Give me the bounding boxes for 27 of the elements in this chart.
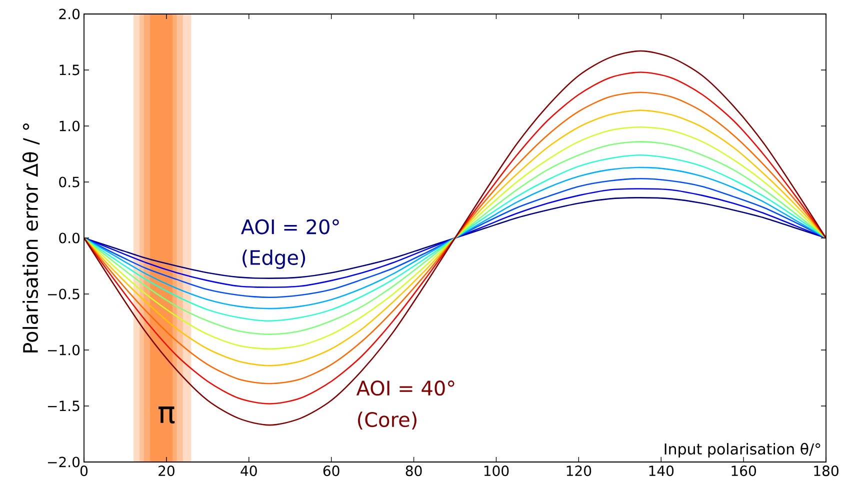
x-axis-title: Input polarisation θ/° [664, 442, 820, 458]
y-tick-label: −1.0 [48, 344, 80, 356]
y-tick-label: −2.0 [48, 456, 80, 468]
annotation: AOI = 40° [356, 380, 454, 396]
y-axis-title: Polarisation error Δθ / ° [22, 124, 40, 352]
line-series [84, 178, 826, 298]
y-tick-label: −1.5 [48, 400, 80, 412]
y-tick-label: 0.0 [59, 232, 80, 244]
x-tick-label: 80 [406, 466, 422, 476]
x-tick-label: 20 [158, 466, 174, 476]
annotation: (Edge) [242, 250, 306, 269]
x-tick-label: 60 [323, 466, 340, 476]
y-tick-label: 2.0 [59, 8, 80, 20]
x-tick-label: 140 [649, 466, 674, 476]
annotation: (Core) [358, 412, 416, 430]
x-tick-label: 180 [814, 466, 838, 476]
x-tick-label: 40 [240, 466, 257, 476]
y-tick-label: 1.0 [60, 120, 80, 132]
y-tick-label: 1.5 [60, 64, 80, 76]
x-tick-label: 160 [732, 466, 756, 476]
annotation: π [158, 406, 175, 424]
y-tick-label: 0.5 [59, 176, 80, 188]
x-tick-label: 100 [484, 466, 509, 476]
x-tick-label: 120 [566, 466, 592, 476]
annotation: AOI = 20° [241, 219, 339, 234]
y-tick-label: −0.5 [48, 288, 80, 300]
x-tick-label: 0 [80, 466, 88, 476]
